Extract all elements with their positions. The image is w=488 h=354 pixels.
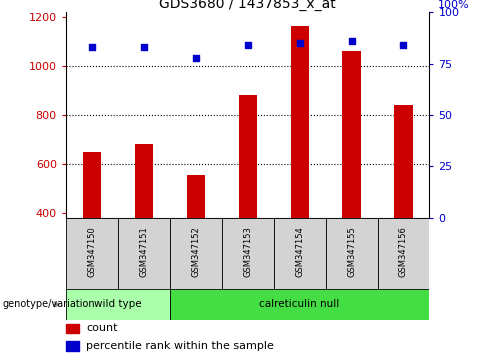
Text: genotype/variation: genotype/variation — [2, 299, 95, 309]
Bar — [239, 96, 257, 218]
Title: GDS3680 / 1437853_x_at: GDS3680 / 1437853_x_at — [159, 0, 336, 11]
Text: GSM347153: GSM347153 — [243, 226, 252, 277]
Bar — [66, 341, 79, 350]
Bar — [378, 218, 429, 289]
Text: GSM347152: GSM347152 — [191, 226, 200, 277]
Bar — [274, 218, 325, 289]
Bar — [66, 218, 118, 289]
Bar — [118, 218, 170, 289]
Bar — [66, 289, 170, 320]
Bar — [170, 289, 429, 320]
Bar — [394, 105, 412, 218]
Text: count: count — [86, 324, 118, 333]
Point — [400, 42, 407, 48]
Bar — [135, 144, 153, 218]
Text: wild type: wild type — [94, 299, 142, 309]
Point — [140, 45, 148, 50]
Bar — [170, 218, 222, 289]
Text: GSM347154: GSM347154 — [295, 226, 304, 277]
Point — [296, 40, 304, 46]
Bar — [66, 324, 79, 333]
Point — [88, 45, 96, 50]
Text: GSM347155: GSM347155 — [347, 226, 356, 277]
Text: percentile rank within the sample: percentile rank within the sample — [86, 341, 274, 351]
Bar — [222, 218, 274, 289]
Text: GSM347150: GSM347150 — [87, 226, 96, 277]
Point — [347, 38, 355, 44]
Bar — [343, 51, 361, 218]
Text: 100%: 100% — [438, 0, 469, 10]
Bar — [290, 26, 309, 218]
Bar — [186, 175, 205, 218]
Point — [192, 55, 200, 61]
Text: GSM347151: GSM347151 — [139, 226, 148, 277]
Point — [244, 42, 252, 48]
Bar — [83, 152, 101, 218]
Text: GSM347156: GSM347156 — [399, 226, 408, 277]
Text: calreticulin null: calreticulin null — [260, 299, 340, 309]
Bar — [325, 218, 378, 289]
